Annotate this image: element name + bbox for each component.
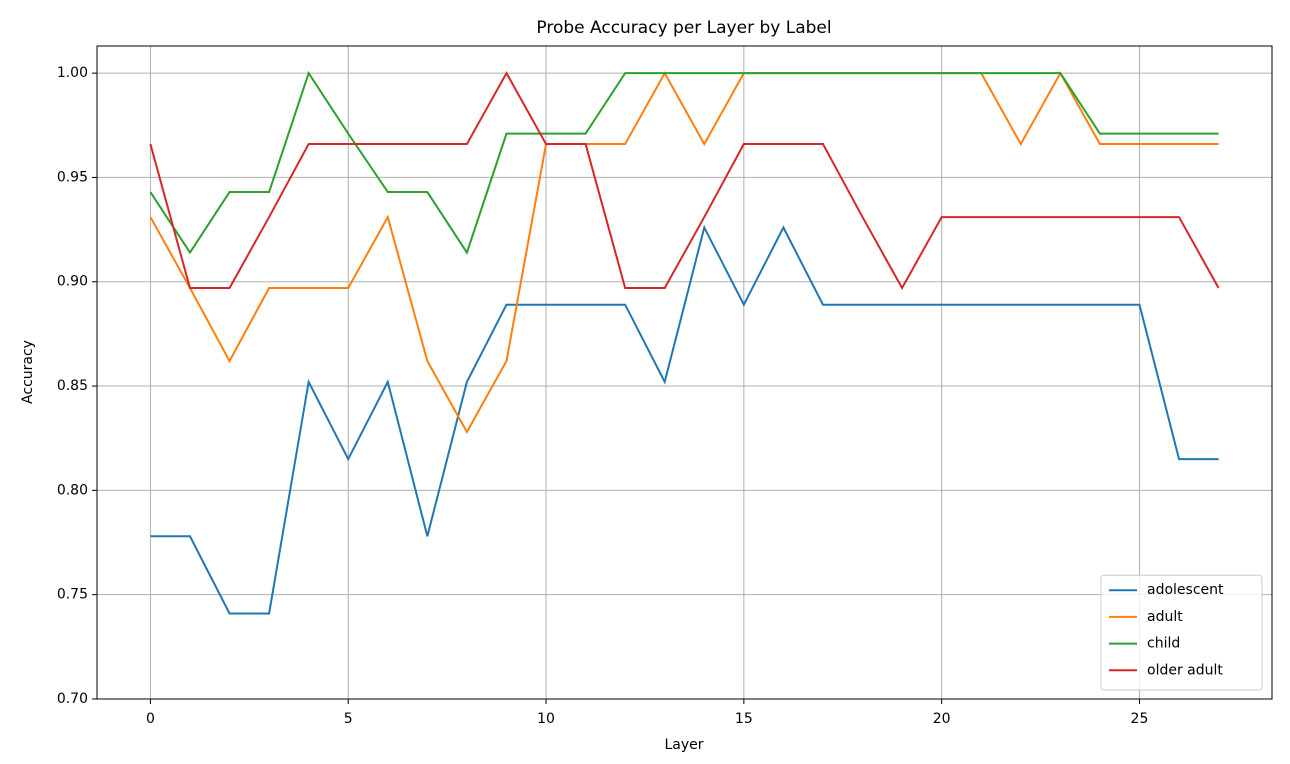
line	[150, 224, 1219, 615]
y-tick-label: 0.85	[57, 378, 88, 394]
x-tick-label: 25	[1131, 711, 1149, 727]
y-tick-label: 0.95	[57, 169, 88, 185]
legend-label: older adult	[1147, 662, 1223, 678]
x-tick-label: 0	[146, 711, 155, 727]
line	[149, 71, 1219, 435]
y-tick-label: 0.70	[57, 691, 88, 707]
x-tick-label: 15	[735, 711, 753, 727]
y-tick-label: 1.00	[57, 65, 88, 81]
x-tick-label: 10	[537, 711, 555, 727]
y-tick-label: 0.90	[57, 274, 88, 290]
legend-label: child	[1147, 636, 1180, 652]
plot-frame	[96, 45, 1273, 700]
line	[149, 70, 1219, 255]
line	[149, 71, 1220, 291]
chart-title: Probe Accuracy per Layer by Label	[536, 18, 831, 38]
x-tick-label: 5	[344, 711, 353, 727]
y-tick-label: 0.75	[57, 587, 88, 603]
legend-label: adolescent	[1147, 582, 1224, 598]
legend-box	[1100, 574, 1263, 691]
x-axis-label: Layer	[664, 737, 703, 753]
y-tick-label: 0.80	[57, 482, 88, 498]
y-axis-label: Accuracy	[20, 340, 36, 404]
legend-label: adult	[1147, 609, 1183, 625]
x-tick-label: 20	[933, 711, 951, 727]
